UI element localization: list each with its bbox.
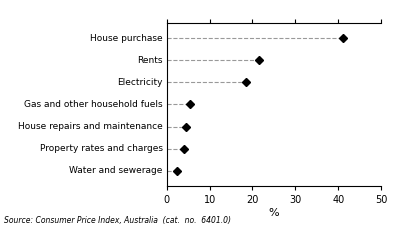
Text: Water and sewerage: Water and sewerage bbox=[69, 166, 163, 175]
Text: Property rates and charges: Property rates and charges bbox=[40, 144, 163, 153]
Text: Rents: Rents bbox=[137, 56, 163, 65]
Text: House purchase: House purchase bbox=[90, 34, 163, 43]
Text: House repairs and maintenance: House repairs and maintenance bbox=[18, 122, 163, 131]
Text: Electricity: Electricity bbox=[117, 78, 163, 87]
Text: Source: Consumer Price Index, Australia  (cat.  no.  6401.0): Source: Consumer Price Index, Australia … bbox=[4, 216, 231, 225]
Text: Gas and other household fuels: Gas and other household fuels bbox=[24, 100, 163, 109]
X-axis label: %: % bbox=[269, 208, 279, 218]
